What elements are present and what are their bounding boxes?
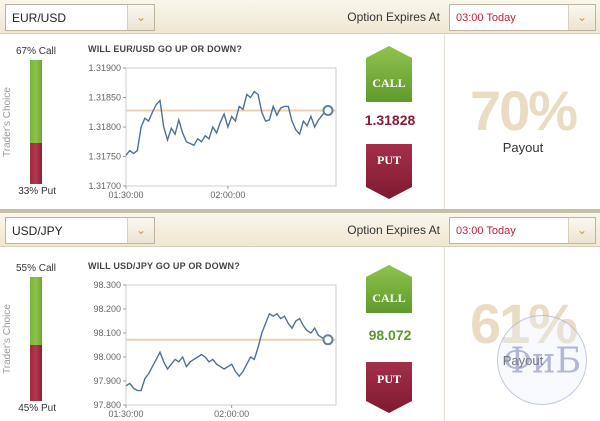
x-tick-label: 02:00:00 bbox=[210, 190, 245, 200]
payout-percentage: 70% bbox=[469, 79, 578, 142]
payout-label: Payout bbox=[502, 140, 544, 155]
put-button-label: PUT bbox=[377, 372, 401, 386]
call-button[interactable]: CALL bbox=[366, 46, 412, 102]
call-share-bar bbox=[30, 277, 42, 345]
panel-header: EUR/USD ⌄ Option Expires At 03:00 Today … bbox=[0, 0, 600, 34]
y-tick-label: 1.31700 bbox=[88, 181, 121, 191]
y-tick-label: 98.100 bbox=[93, 328, 121, 338]
y-tick-label: 98.200 bbox=[93, 304, 121, 314]
chevron-down-icon[interactable]: ⌄ bbox=[127, 218, 154, 243]
put-button[interactable]: PUT bbox=[366, 362, 412, 413]
call-button[interactable]: CALL bbox=[366, 265, 412, 313]
chart-question: WILL EUR/USD GO UP OR DOWN? bbox=[88, 44, 243, 54]
traders-choice-label: Trader's Choice bbox=[2, 87, 13, 157]
y-tick-label: 1.31750 bbox=[88, 152, 121, 162]
current-price: 98.072 bbox=[368, 327, 412, 343]
price-line bbox=[125, 312, 327, 392]
y-tick-label: 1.31850 bbox=[88, 93, 121, 103]
asset-select[interactable]: EUR/USD ⌄ bbox=[5, 4, 155, 31]
asset-select-value: USD/JPY bbox=[12, 224, 63, 238]
expiry-select-value: 03:00 Today bbox=[456, 225, 516, 237]
x-tick-label: 01:30:00 bbox=[108, 190, 143, 200]
option-panel-eurusd: EUR/USD ⌄ Option Expires At 03:00 Today … bbox=[0, 0, 600, 210]
watermark-logo: ФиБ bbox=[497, 315, 587, 405]
traders-choice-label: Trader's Choice bbox=[2, 304, 13, 374]
chevron-down-icon[interactable]: ⌄ bbox=[568, 5, 595, 30]
x-tick-label: 02:00:00 bbox=[214, 409, 249, 419]
call-button-label: CALL bbox=[372, 76, 405, 90]
put-percentage: 45% Put bbox=[18, 403, 56, 414]
expiry-select[interactable]: 03:00 Today ⌄ bbox=[449, 4, 596, 31]
y-tick-label: 97.900 bbox=[93, 376, 121, 386]
call-button-label: CALL bbox=[372, 291, 405, 305]
put-share-bar bbox=[30, 143, 42, 184]
put-button[interactable]: PUT bbox=[366, 144, 412, 199]
expiry-select[interactable]: 03:00 Today ⌄ bbox=[449, 217, 596, 244]
asset-select-value: EUR/USD bbox=[12, 11, 67, 25]
put-button-label: PUT bbox=[377, 153, 401, 167]
call-share-bar bbox=[30, 60, 42, 143]
y-tick-label: 97.800 bbox=[93, 400, 121, 410]
price-chart: 1.31900 1.31850 1.31800 1.31750 1.3170001:30… bbox=[88, 63, 337, 200]
last-price-marker bbox=[322, 104, 334, 116]
chart-question: WILL USD/JPY GO UP OR DOWN? bbox=[88, 261, 240, 271]
chevron-down-icon[interactable]: ⌄ bbox=[127, 5, 154, 30]
payout-box: 70% Payout bbox=[444, 34, 600, 210]
panel-header: USD/JPY ⌄ Option Expires At 03:00 Today … bbox=[0, 213, 600, 247]
plot-area bbox=[125, 67, 337, 187]
y-tick-label: 1.31900 bbox=[88, 63, 121, 73]
put-percentage: 33% Put bbox=[18, 186, 56, 197]
chevron-down-icon[interactable]: ⌄ bbox=[568, 218, 595, 243]
asset-select[interactable]: USD/JPY ⌄ bbox=[5, 217, 155, 244]
plot-area bbox=[125, 284, 337, 406]
panel-divider bbox=[0, 209, 600, 214]
y-tick-label: 98.000 bbox=[93, 352, 121, 362]
x-tick-label: 01:30:00 bbox=[108, 409, 143, 419]
y-tick-label: 1.31800 bbox=[88, 122, 121, 132]
price-line bbox=[125, 90, 327, 156]
put-share-bar bbox=[30, 345, 42, 401]
call-percentage: 55% Call bbox=[15, 263, 56, 274]
price-chart: 98.300 98.200 98.100 98.000 97.900 97.80001:3… bbox=[93, 280, 337, 419]
watermark-text: ФиБ bbox=[503, 341, 582, 382]
last-price-marker bbox=[322, 334, 334, 346]
expiry-select-value: 03:00 Today bbox=[456, 12, 516, 24]
call-percentage: 67% Call bbox=[15, 46, 56, 57]
current-price: 1.31828 bbox=[364, 112, 416, 128]
expires-label: Option Expires At bbox=[347, 223, 440, 237]
y-tick-label: 98.300 bbox=[93, 280, 121, 290]
expires-label: Option Expires At bbox=[347, 10, 440, 24]
